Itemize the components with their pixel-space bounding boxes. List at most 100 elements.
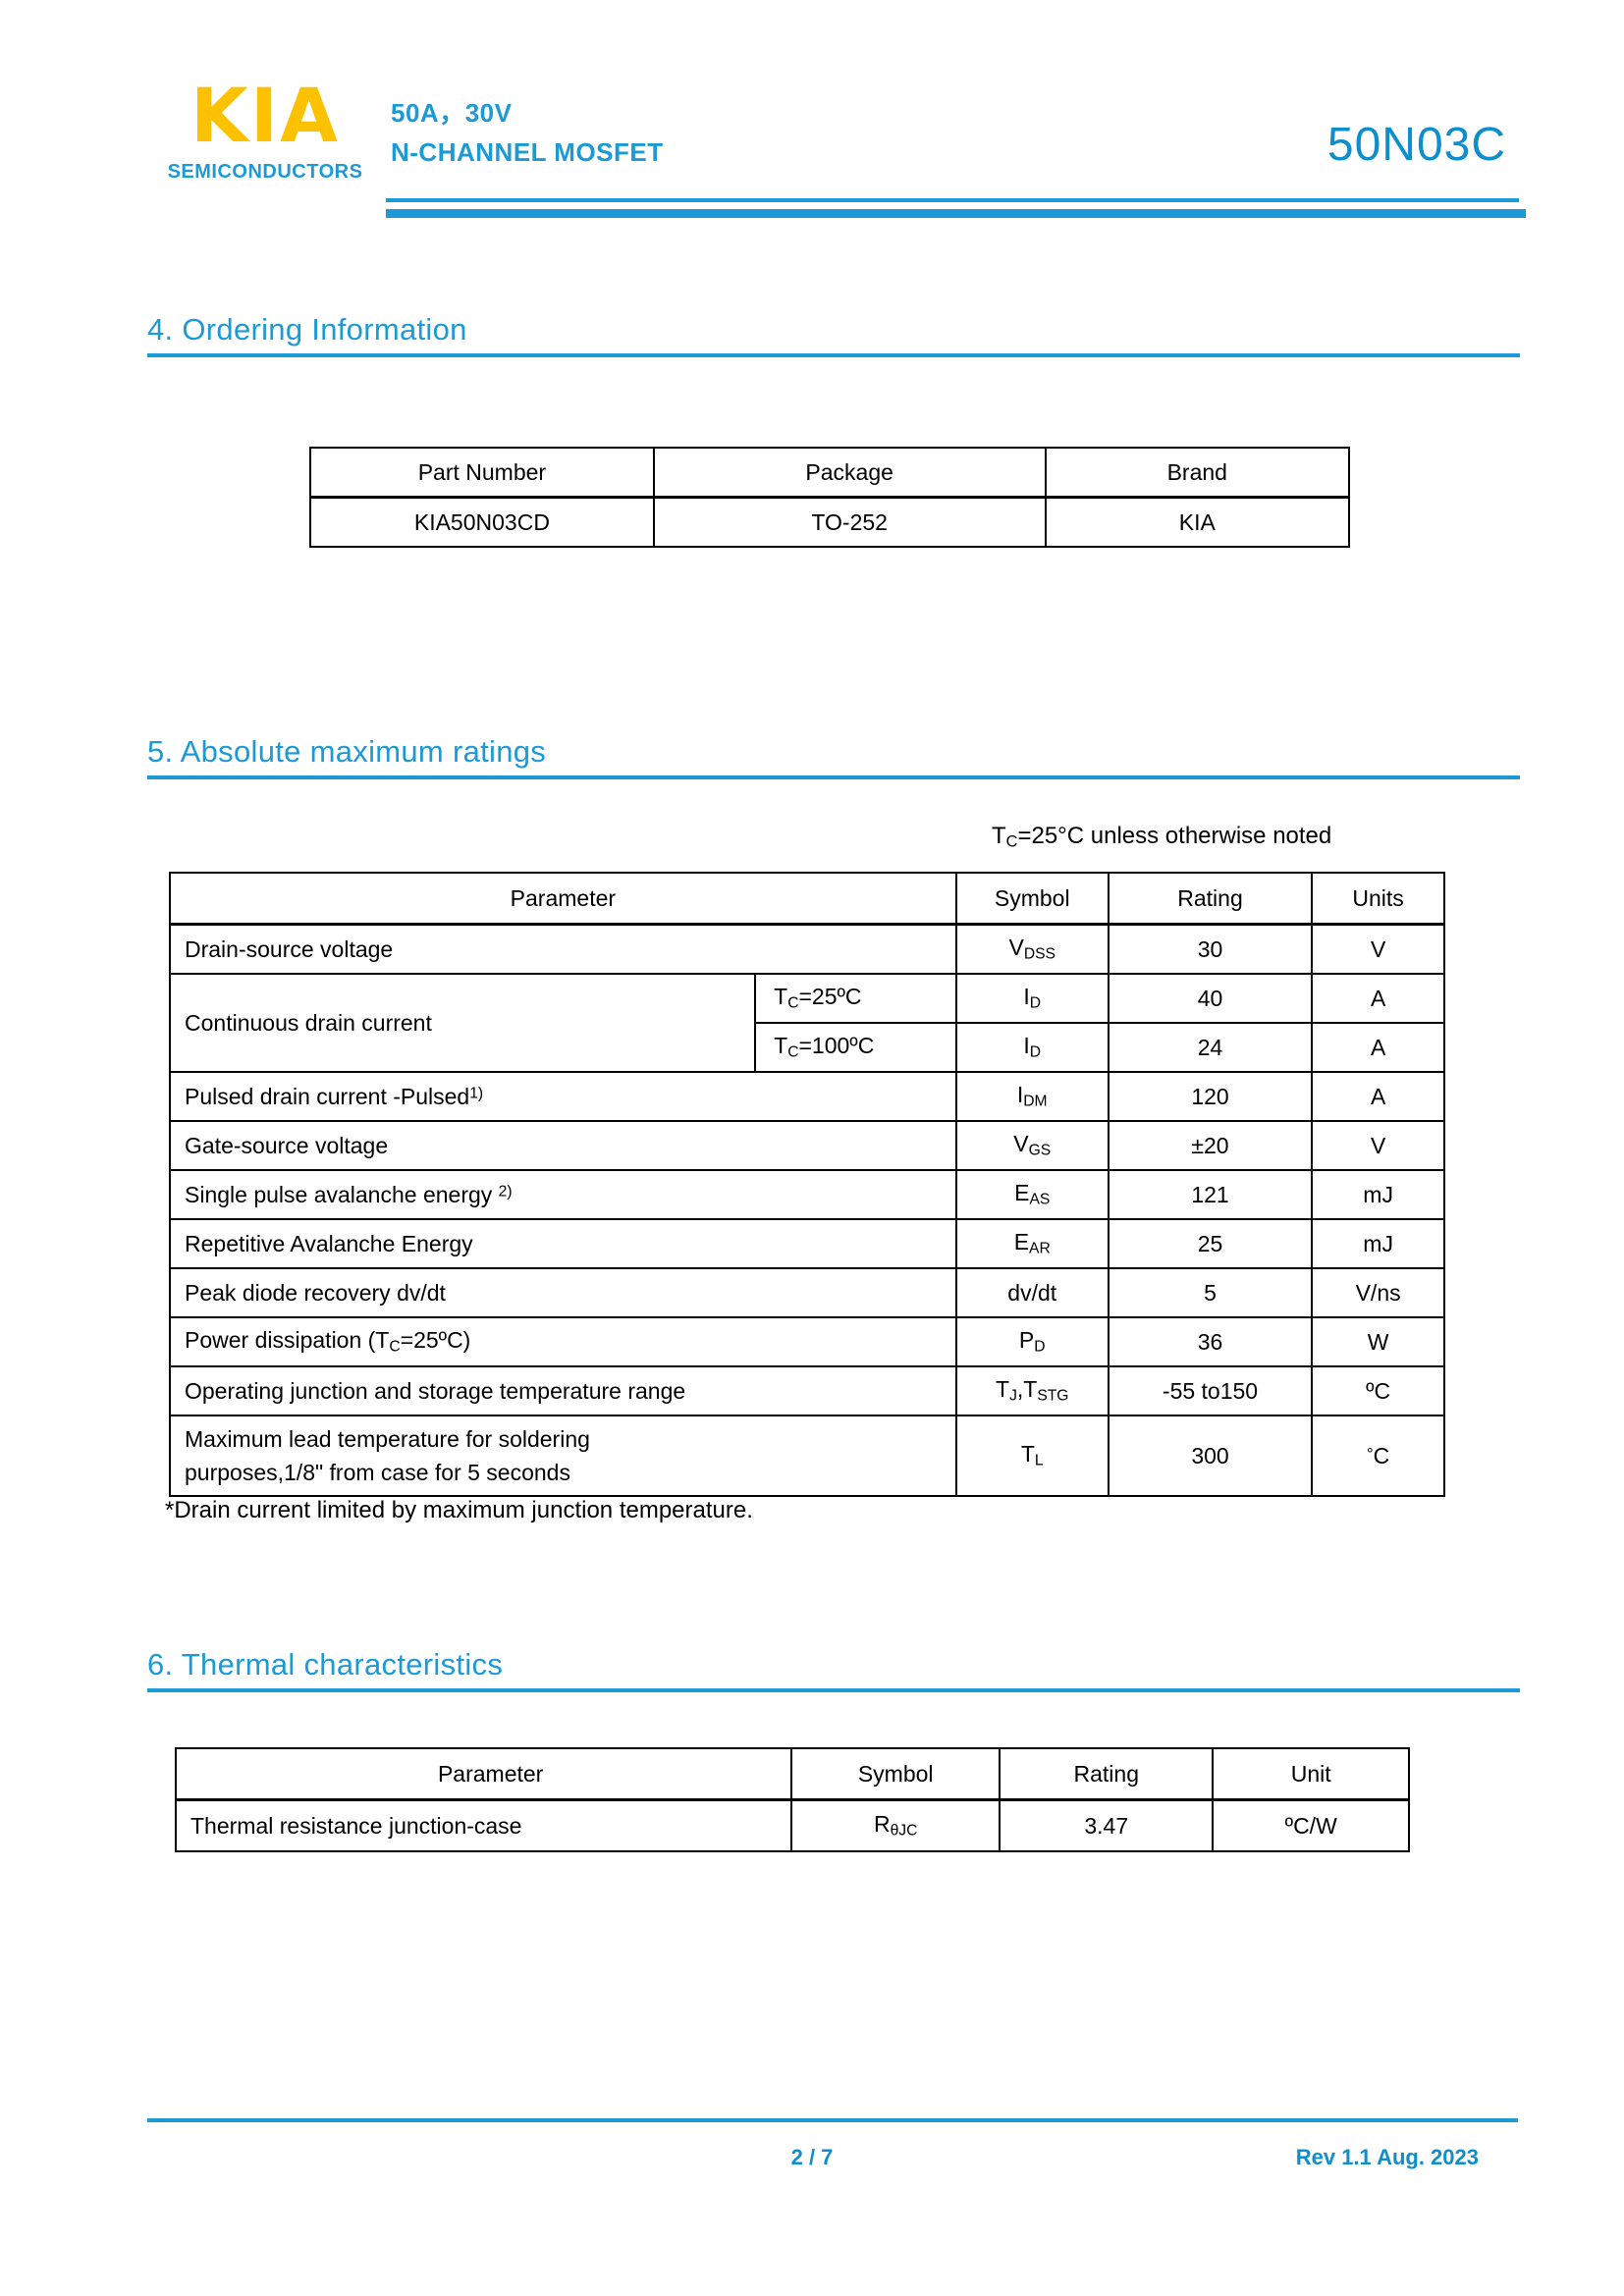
section-ordering-rule	[147, 353, 1520, 357]
symbol-subscript: D	[1034, 1338, 1046, 1356]
table-row: Operating junction and storage temperatu…	[169, 1365, 1445, 1416]
product-rating-line: 50A，30V	[391, 98, 513, 128]
cell-parameter: Continuous drain current	[168, 973, 757, 1073]
cell-rating: 25	[1107, 1218, 1314, 1269]
cell-rating: 300	[1107, 1415, 1314, 1497]
column-header-symbol: Symbol	[790, 1747, 1001, 1801]
parameter-text: Pulsed drain current -Pulsed	[185, 1083, 470, 1109]
cell-symbol: EAS	[954, 1169, 1110, 1220]
footer-rule	[147, 2118, 1518, 2122]
cell-parameter: Single pulse avalanche energy 2)	[169, 1169, 957, 1220]
symbol-base: V	[1008, 934, 1024, 961]
cell-units: mJ	[1311, 1169, 1445, 1220]
cell-units: A	[1311, 973, 1445, 1024]
symbol-subscript: DSS	[1023, 945, 1056, 963]
product-type-line: N-CHANNEL MOSFET	[391, 137, 664, 167]
symbol-subscript: AS	[1029, 1191, 1051, 1208]
cell-symbol: IDM	[954, 1071, 1110, 1122]
cell-units: A	[1311, 1022, 1445, 1073]
section-ratings-rule	[147, 775, 1520, 779]
page-header: KIA SEMICONDUCTORS 50A，30V N-CHANNEL MOS…	[0, 0, 1624, 236]
symbol-subscript-2: STG	[1037, 1387, 1069, 1405]
section-thermal-characteristics: 6. Thermal characteristics	[147, 1647, 1520, 1692]
cell-symbol: VGS	[954, 1120, 1110, 1171]
section-thermal-title: 6. Thermal characteristics	[147, 1647, 504, 1682]
symbol-subscript: DM	[1023, 1093, 1048, 1110]
cell-symbol: TL	[954, 1415, 1110, 1497]
logo-subtext: SEMICONDUCTORS	[167, 161, 363, 183]
cell-subcondition: TC=100ºC	[754, 1022, 957, 1073]
cell-parameter: Gate-source voltage	[169, 1120, 957, 1171]
cell-parameter: Peak diode recovery dv/dt	[169, 1267, 957, 1318]
cell-symbol: TJ,TSTG	[954, 1365, 1110, 1416]
symbol-subscript-1: J	[1009, 1387, 1017, 1405]
subcondition-prefix: T	[774, 1033, 788, 1059]
parameter-footnote-marker: 1)	[469, 1084, 484, 1101]
table-row: Drain-source voltage VDSS 30 V	[169, 923, 1445, 975]
table-row: Continuous drain current TC=25ºC ID 40 A	[168, 973, 1445, 1073]
table-row: TC=100ºC ID 24 A	[170, 1022, 1445, 1073]
cell-units: ºC	[1311, 1365, 1445, 1416]
symbol-subscript: D	[1029, 1043, 1042, 1061]
symbol-base: I	[1016, 1082, 1024, 1108]
cell-units: W	[1311, 1316, 1445, 1367]
parameter-prefix: Power dissipation (T	[185, 1327, 390, 1354]
product-subtitle: 50A，30V N-CHANNEL MOSFET	[391, 93, 664, 172]
table-row: Maximum lead temperature for soldering p…	[169, 1415, 1445, 1497]
cell-rating: 120	[1107, 1071, 1314, 1122]
parameter-footnote-marker: 2)	[498, 1182, 513, 1200]
parameter-rest: =25ºC)	[400, 1327, 471, 1354]
subcondition-rest: =25ºC	[798, 984, 862, 1010]
column-header-package: Package	[652, 447, 1047, 499]
cell-units: V	[1311, 923, 1445, 975]
footer-revision: Rev 1.1 Aug. 2023	[1295, 2145, 1479, 2169]
part-number-title: 50N03C	[1326, 119, 1506, 171]
table-header-row: Part Number Package Brand	[309, 447, 1351, 499]
cell-rating: 36	[1107, 1316, 1314, 1367]
cell-rating: 24	[1107, 1022, 1314, 1073]
cell-symbol: ID	[954, 973, 1110, 1024]
cell-units: V	[1311, 1120, 1445, 1171]
cell-parameter: Maximum lead temperature for soldering p…	[169, 1415, 957, 1497]
symbol-subscript: AR	[1029, 1240, 1051, 1257]
cell-units: V/ns	[1311, 1267, 1445, 1318]
column-header-units: Units	[1311, 872, 1445, 926]
header-rule-thin	[386, 198, 1519, 202]
thermal-characteristics-table: Parameter Symbol Rating Unit Thermal res…	[174, 1747, 1410, 1852]
cell-brand: KIA	[1044, 496, 1351, 548]
section-ordering-title: 4. Ordering Information	[147, 312, 467, 347]
symbol-base: R	[873, 1811, 891, 1838]
cell-units: °C	[1311, 1415, 1445, 1497]
section-thermal-rule	[147, 1688, 1520, 1692]
logo-text: KIA	[190, 72, 340, 159]
section-ratings-title: 5. Absolute maximum ratings	[147, 734, 547, 769]
symbol-subscript: θJC	[890, 1822, 918, 1840]
column-header-brand: Brand	[1044, 447, 1351, 499]
symbol-base-1: T	[996, 1376, 1010, 1403]
cell-parameter: Pulsed drain current -Pulsed1)	[169, 1071, 957, 1122]
cell-symbol: EAR	[954, 1218, 1110, 1269]
symbol-subscript: L	[1034, 1452, 1044, 1469]
symbol-subscript: GS	[1028, 1142, 1052, 1159]
table-row: Single pulse avalanche energy 2) EAS 121…	[169, 1169, 1445, 1220]
absolute-maximum-ratings-table: Parameter Symbol Rating Units Drain-sour…	[168, 872, 1445, 1497]
section-absolute-maximum-ratings: 5. Absolute maximum ratings	[147, 734, 1520, 779]
cell-package: TO-252	[652, 496, 1047, 548]
cell-rating: ±20	[1107, 1120, 1314, 1171]
cell-rating: 3.47	[999, 1798, 1215, 1852]
table-header-row: Parameter Symbol Rating Units	[169, 872, 1445, 926]
symbol-base-2: T	[1023, 1376, 1038, 1403]
table-row: Pulsed drain current -Pulsed1) IDM 120 A	[169, 1071, 1445, 1122]
column-header-rating: Rating	[999, 1747, 1215, 1801]
table-row: Power dissipation (TC=25ºC) PD 36 W	[169, 1316, 1445, 1367]
symbol-base: P	[1018, 1327, 1035, 1354]
cell-parameter: Thermal resistance junction-case	[174, 1798, 793, 1852]
cell-part-number: KIA50N03CD	[309, 496, 655, 548]
cell-symbol: VDSS	[954, 923, 1110, 975]
footer-page-number: 2 / 7	[790, 2145, 834, 2169]
section-ordering-information: 4. Ordering Information	[147, 312, 1520, 357]
column-header-part-number: Part Number	[309, 447, 655, 499]
table-row: Repetitive Avalanche Energy EAR 25 mJ	[169, 1218, 1445, 1269]
symbol-base: V	[1013, 1131, 1029, 1157]
